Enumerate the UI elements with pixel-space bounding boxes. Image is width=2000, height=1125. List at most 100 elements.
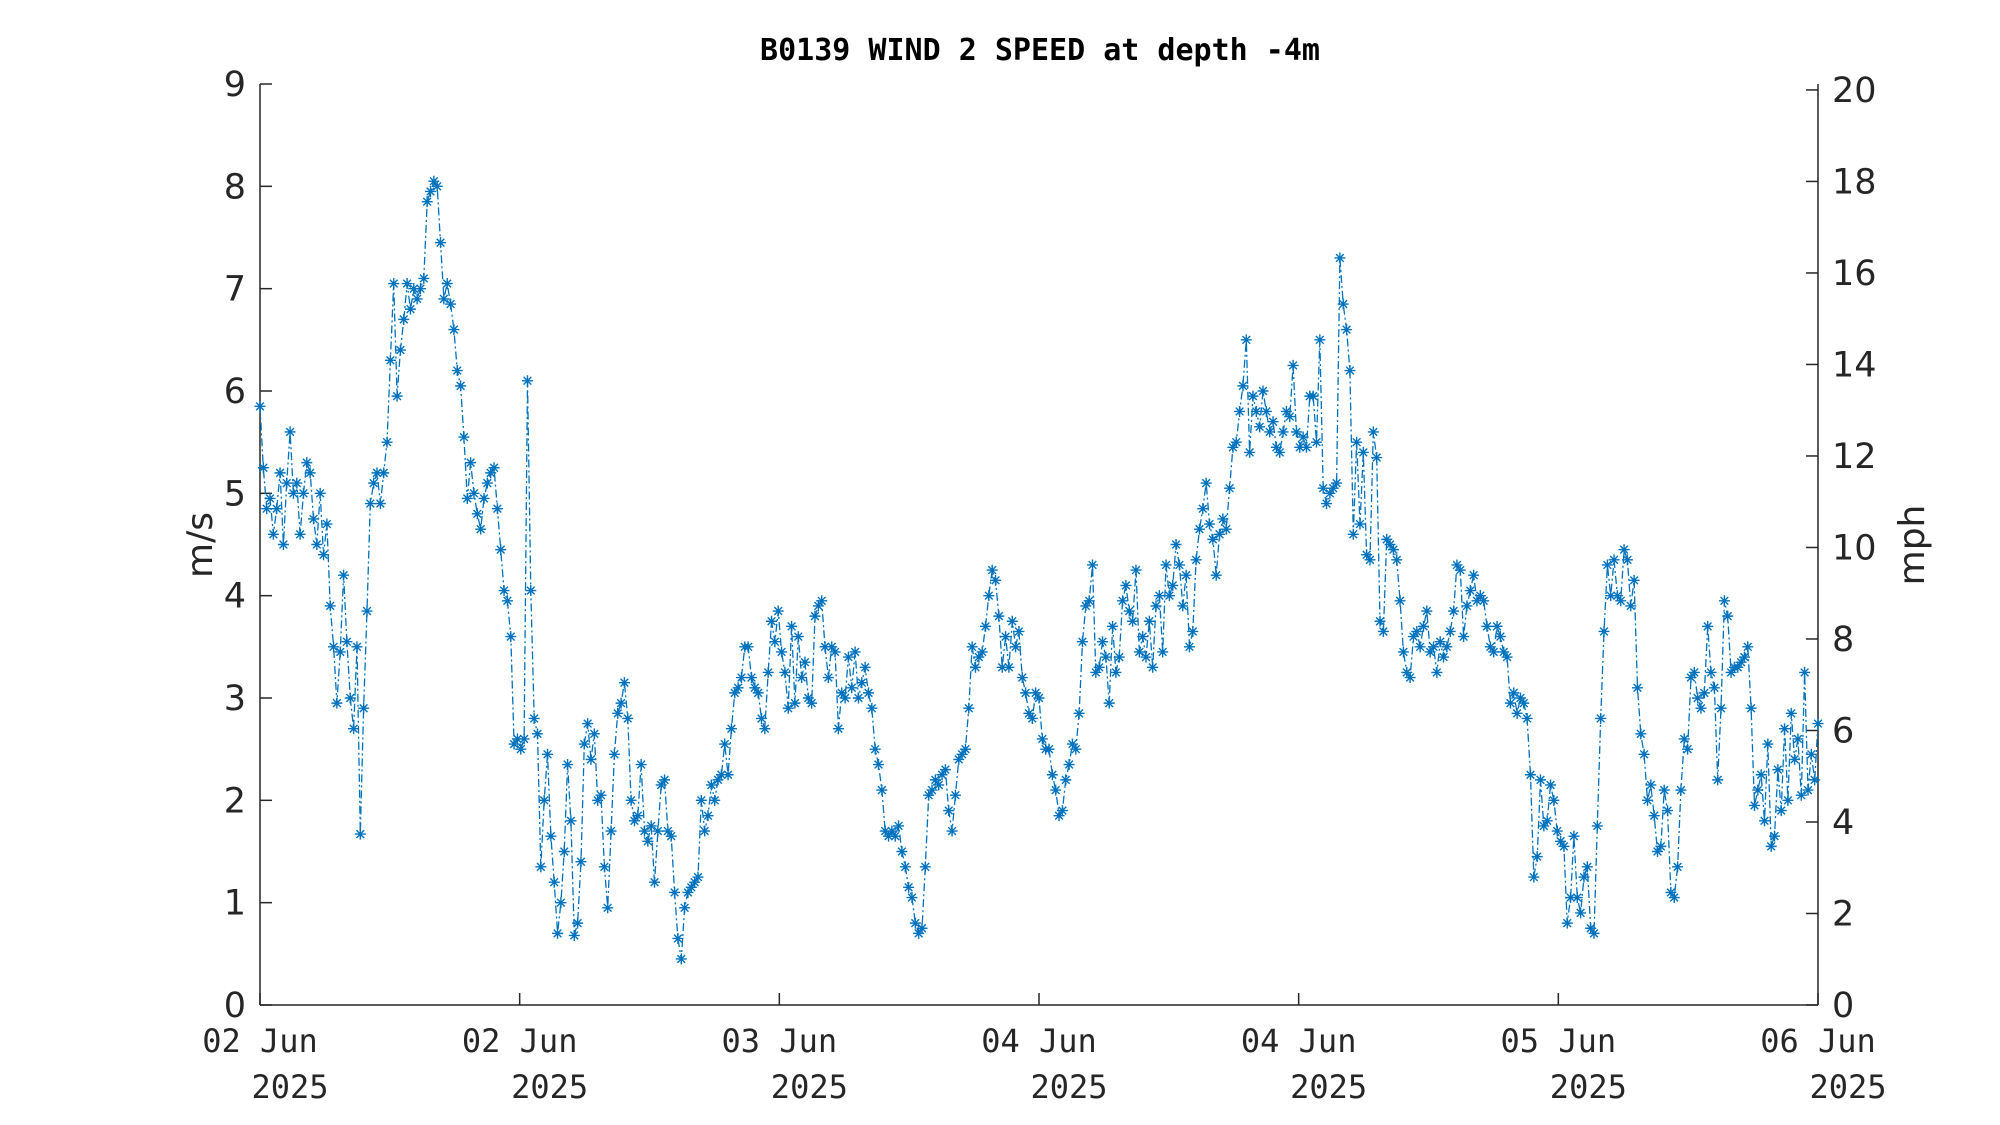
data-point-marker xyxy=(1260,405,1272,417)
data-point-marker xyxy=(665,830,677,842)
data-point-marker xyxy=(802,692,814,704)
data-point-marker xyxy=(425,185,437,197)
data-point-marker xyxy=(1090,666,1102,678)
data-point-marker xyxy=(1655,840,1667,852)
data-point-marker xyxy=(1678,733,1690,745)
data-point-marker xyxy=(1461,600,1473,612)
data-point-marker xyxy=(1287,359,1299,371)
data-point-marker xyxy=(1153,590,1165,602)
data-point-marker xyxy=(528,712,540,724)
data-point-marker xyxy=(1645,779,1657,791)
data-point-marker xyxy=(1809,774,1821,786)
data-point-marker xyxy=(799,656,811,668)
data-point-marker xyxy=(682,886,694,898)
data-point-marker xyxy=(1107,620,1119,632)
data-point-marker xyxy=(806,697,818,709)
data-point-marker xyxy=(809,610,821,622)
data-point-marker xyxy=(1725,666,1737,678)
right-y-tick-label: 16 xyxy=(1832,254,1877,294)
data-point-marker xyxy=(1083,595,1095,607)
data-point-marker xyxy=(1110,666,1122,678)
data-point-marker xyxy=(1524,769,1536,781)
data-point-marker xyxy=(1230,436,1242,448)
data-point-marker xyxy=(933,779,945,791)
data-point-marker xyxy=(1501,651,1513,663)
data-point-marker xyxy=(578,738,590,750)
data-point-marker xyxy=(488,462,500,474)
data-point-marker xyxy=(291,477,303,489)
data-point-marker xyxy=(675,953,687,965)
data-point-marker xyxy=(1394,595,1406,607)
data-point-marker xyxy=(1799,666,1811,678)
data-point-marker xyxy=(328,641,340,653)
x-tick-label-year: 2025 xyxy=(1809,1068,1886,1106)
data-point-marker xyxy=(331,697,343,709)
data-point-marker xyxy=(381,436,393,448)
chart-title: B0139 WIND 2 SPEED at depth -4m xyxy=(760,33,1320,68)
data-point-marker xyxy=(980,620,992,632)
right-y-tick-label: 0 xyxy=(1832,986,1854,1026)
y-axis-label-right: mph xyxy=(1892,505,1933,586)
data-point-marker xyxy=(595,789,607,801)
data-point-marker xyxy=(1698,687,1710,699)
right-y-tick-label: 4 xyxy=(1832,803,1854,843)
data-point-marker xyxy=(846,682,858,694)
data-point-marker xyxy=(1086,559,1098,571)
data-point-marker xyxy=(679,902,691,914)
data-point-marker xyxy=(324,600,336,612)
data-point-marker xyxy=(1227,441,1239,453)
x-tick-label-date: 02 Jun xyxy=(202,1022,318,1060)
data-point-marker xyxy=(786,620,798,632)
data-point-marker xyxy=(458,431,470,443)
right-y-ticks: 0 2 4 6 8 10 12 14 16 18 20 xyxy=(1806,71,1877,1026)
data-point-marker xyxy=(451,365,463,377)
data-point-marker xyxy=(919,861,931,873)
data-point-marker xyxy=(873,759,885,771)
data-point-marker xyxy=(1575,907,1587,919)
right-y-tick-label: 8 xyxy=(1832,620,1854,660)
data-point-marker xyxy=(1722,610,1734,622)
data-point-marker xyxy=(1702,620,1714,632)
right-y-tick-label: 18 xyxy=(1832,162,1877,202)
data-point-marker xyxy=(1675,784,1687,796)
data-point-marker xyxy=(1197,503,1209,515)
data-point-marker xyxy=(625,794,637,806)
data-point-marker xyxy=(1277,426,1289,438)
data-point-marker xyxy=(702,810,714,822)
data-point-marker xyxy=(314,487,326,499)
data-point-marker xyxy=(535,861,547,873)
data-point-marker xyxy=(1321,498,1333,510)
data-point-marker xyxy=(1478,595,1490,607)
data-point-marker xyxy=(1237,380,1249,392)
data-point-marker xyxy=(1397,646,1409,658)
data-point-marker xyxy=(468,487,480,499)
data-point-marker xyxy=(294,528,306,540)
data-point-marker xyxy=(401,278,413,290)
data-point-marker xyxy=(1805,748,1817,760)
data-point-marker xyxy=(485,467,497,479)
data-point-marker xyxy=(498,585,510,597)
left-y-tick-label: 4 xyxy=(224,577,246,617)
data-point-marker xyxy=(1307,390,1319,402)
data-point-marker xyxy=(1705,666,1717,678)
data-point-marker xyxy=(1080,600,1092,612)
data-point-marker xyxy=(1317,482,1329,494)
data-point-marker xyxy=(344,692,356,704)
data-point-marker xyxy=(531,728,543,740)
data-point-marker xyxy=(481,477,493,489)
data-point-marker xyxy=(1066,738,1078,750)
data-point-marker xyxy=(1170,539,1182,550)
left-y-tick-label: 1 xyxy=(224,884,246,924)
data-point-marker xyxy=(862,687,874,699)
data-point-marker xyxy=(1327,482,1339,494)
data-point-marker xyxy=(1294,441,1306,453)
x-tick-label-year: 2025 xyxy=(511,1068,588,1106)
data-point-marker xyxy=(672,932,684,944)
data-point-marker xyxy=(1682,743,1694,755)
x-tick-label-year: 2025 xyxy=(251,1068,328,1106)
data-point-marker xyxy=(943,805,955,817)
data-point-marker xyxy=(993,610,1005,622)
data-point-marker xyxy=(414,283,426,295)
data-point-marker xyxy=(334,646,346,658)
data-point-marker xyxy=(866,702,878,714)
